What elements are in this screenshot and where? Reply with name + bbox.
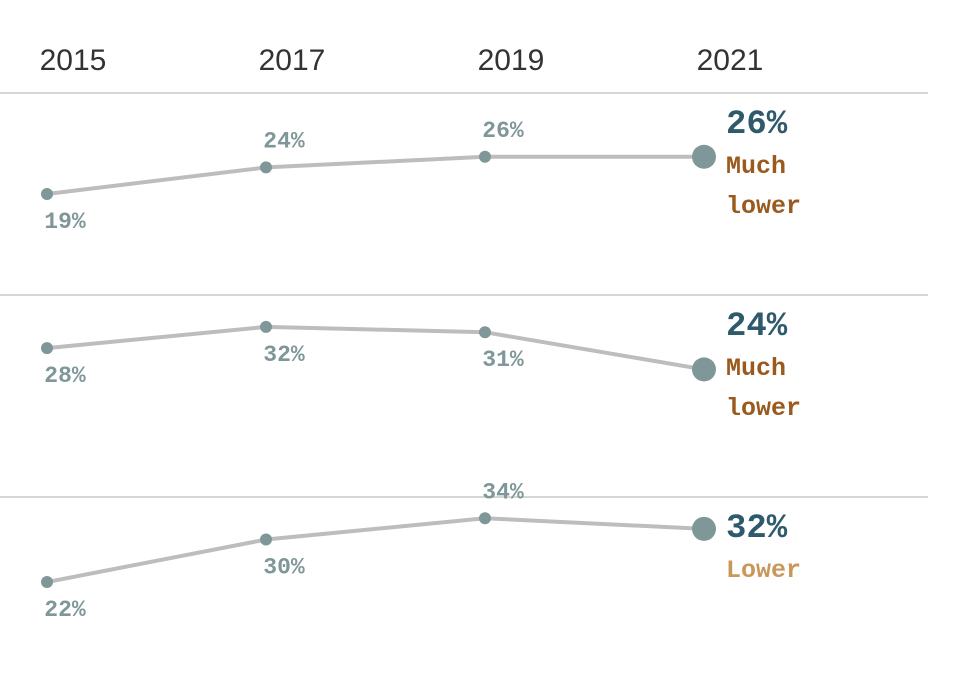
point	[260, 533, 272, 546]
point	[692, 357, 716, 382]
value-label: 22%	[44, 597, 86, 623]
point	[692, 516, 716, 541]
line	[46, 324, 705, 372]
point	[41, 576, 53, 589]
line	[46, 154, 704, 196]
point	[479, 150, 491, 163]
line	[46, 516, 705, 585]
final-label: 24%	[726, 308, 788, 346]
x-tick-label: 2021	[697, 44, 764, 77]
annotation: lower	[726, 394, 801, 423]
point	[479, 326, 491, 339]
final-label: 26%	[726, 106, 788, 144]
x-tick-label: 2015	[40, 44, 107, 77]
point	[260, 320, 272, 333]
point	[692, 144, 716, 169]
value-label: 28%	[44, 363, 86, 389]
value-label: 19%	[44, 209, 86, 235]
value-label: 32%	[263, 342, 305, 368]
value-label: 34%	[482, 479, 524, 505]
annotation: Much	[726, 354, 786, 383]
final-label: 32%	[726, 510, 788, 548]
point	[41, 188, 53, 200]
annotation: Much	[726, 152, 786, 181]
x-tick-label: 2017	[259, 44, 326, 77]
value-label: 31%	[482, 347, 524, 373]
value-label: 30%	[263, 555, 305, 581]
x-tick-label: 2019	[478, 44, 545, 77]
point	[260, 161, 272, 174]
annotation: lower	[726, 192, 801, 221]
point	[479, 512, 491, 525]
point	[41, 342, 53, 355]
annotation: Lower	[726, 556, 801, 585]
value-label: 24%	[263, 128, 305, 154]
value-label: 26%	[482, 118, 524, 144]
